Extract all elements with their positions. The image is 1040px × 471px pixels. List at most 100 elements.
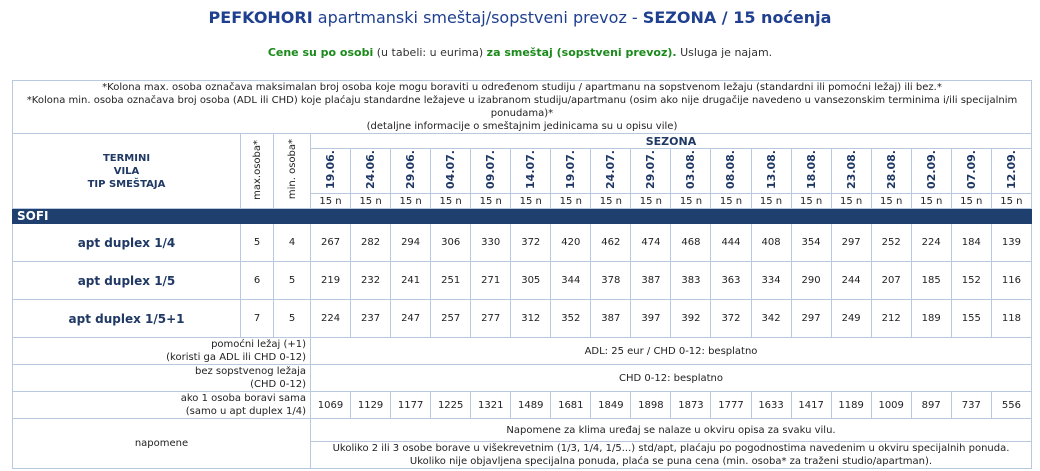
text-line: (CHD 0-12) (250, 379, 306, 390)
price-cell: 184 (950, 223, 992, 262)
min-persons: 5 (273, 261, 311, 300)
date-cell: 09.07. (470, 148, 512, 194)
nights-cell: 15 n (630, 193, 672, 209)
nights-cell: 15 n (750, 193, 792, 209)
price-cell: 474 (630, 223, 672, 262)
date: 04.07. (444, 150, 458, 189)
max-persons: 7 (240, 299, 274, 338)
max-persons: 5 (240, 223, 274, 262)
price-cell: 152 (950, 261, 992, 300)
nights-cell: 15 n (790, 193, 832, 209)
date-cell: 07.09. (950, 148, 992, 194)
date: 08.08. (724, 150, 738, 189)
extra-row: bez sopstvenog ležaja (CHD 0-12) CHD 0-12:… (12, 364, 1032, 392)
single-price: 1489 (510, 391, 552, 419)
single-price: 1777 (710, 391, 752, 419)
single-price: 1321 (470, 391, 512, 419)
price-cell: 342 (750, 299, 792, 338)
date: 09.07. (484, 150, 498, 189)
price-cell: 297 (830, 223, 872, 262)
price-cell: 294 (390, 223, 432, 262)
text-line: *Kolona min. osoba označava broj osoba (… (26, 95, 1018, 119)
price-cell: 271 (470, 261, 512, 300)
date: 03.08. (684, 150, 698, 189)
date-cell: 18.08. (790, 148, 832, 194)
single-price: 1177 (390, 391, 432, 419)
price-row: apt duplex 1/5+1 7 5 224 237 247 257 277 312 352 3… (12, 299, 1033, 338)
title: PEFKOHORI apartmanski smeštaj/sopstveni … (0, 8, 1040, 30)
subtitle-part: Cene su po osobi (267, 46, 374, 59)
date-cell: 28.08. (870, 148, 912, 194)
price-cell: 387 (630, 261, 672, 300)
price-cell: 378 (590, 261, 632, 300)
price-cell: 155 (950, 299, 992, 338)
text-line: pomoćni ležaj (+1) (211, 339, 306, 350)
price-cell: 237 (350, 299, 392, 338)
price-cell: 189 (910, 299, 952, 338)
remarks-note: Napomene za klima uređaj se nalaze u okv… (310, 418, 1032, 442)
price-cell: 372 (510, 223, 552, 262)
max-header: max.osoba* (240, 133, 274, 209)
price-row: apt duplex 1/5 6 5 219 232 241 251 271 305 344 378… (12, 261, 1033, 300)
date-cell: 24.06. (350, 148, 392, 194)
price-cell: 352 (550, 299, 592, 338)
header-label: TERMINI VILA TIP SMEŠTAJA (12, 133, 241, 209)
section-title: SOFI (12, 208, 1032, 224)
text-line: VILA (113, 165, 140, 177)
section-row: SOFI (12, 208, 1032, 224)
price-cell: 232 (350, 261, 392, 300)
price-cell: 330 (470, 223, 512, 262)
price-cell: 244 (830, 261, 872, 300)
subtitle: Cene su po osobi (u tabeli: u eurima) za… (0, 46, 1040, 62)
extra-text: ADL: 25 eur / CHD 0-12: besplatno (310, 337, 1032, 365)
remarks-note: Ukoliko 2 ili 3 osobe borave u višekreve… (310, 441, 1032, 469)
nights-cell: 15 n (430, 193, 472, 209)
date: 24.07. (604, 150, 618, 189)
text-line: TIP SMEŠTAJA (87, 178, 166, 190)
text-line: (samo u apt duplex 1/4) (185, 406, 306, 417)
extra-text: CHD 0-12: besplatno (310, 364, 1032, 392)
price-cell: 118 (990, 299, 1033, 338)
single-price: 1681 (550, 391, 592, 419)
accommodation-name: apt duplex 1/4 (12, 223, 241, 262)
nights-cell: 15 n (670, 193, 712, 209)
price-cell: 241 (390, 261, 432, 300)
price-cell: 306 (430, 223, 472, 262)
nights-cell: 15 n (590, 193, 632, 209)
single-price: 1633 (750, 391, 792, 419)
header-row: TERMINI VILA TIP SMEŠTAJA max.osoba* min. os… (12, 133, 1032, 209)
single-price: 1225 (430, 391, 472, 419)
single-price: 1898 (630, 391, 672, 419)
single-price: 556 (990, 391, 1033, 419)
nights-cell: 15 n (870, 193, 912, 209)
nights-cell: 15 n (390, 193, 432, 209)
min-header-text: min. osoba* (286, 139, 298, 200)
date: 28.08. (884, 150, 898, 189)
nights-cell: 15 n (350, 193, 392, 209)
price-cell: 251 (430, 261, 472, 300)
subtitle-part: (u tabeli: u eurima) (376, 46, 484, 59)
accommodation-name: apt duplex 1/5+1 (12, 299, 241, 338)
text-line: Ukoliko 2 ili 3 osobe borave u višekreve… (332, 443, 1010, 454)
price-cell: 139 (990, 223, 1033, 262)
extra-row: pomoćni ležaj (+1) (koristi ga ADL ili CH… (12, 337, 1032, 365)
single-price: 1189 (830, 391, 872, 419)
extra-label: bez sopstvenog ležaja (CHD 0-12) (12, 364, 311, 392)
date-cell: 03.08. (670, 148, 712, 194)
price-cell: 224 (910, 223, 952, 262)
price-cell: 387 (590, 299, 632, 338)
date: 12.09. (1004, 150, 1018, 189)
price-cell: 420 (550, 223, 592, 262)
price-cell: 383 (670, 261, 712, 300)
price-cell: 408 (750, 223, 792, 262)
date-cell: 19.06. (309, 148, 352, 194)
season-header: SEZONA (310, 133, 1032, 149)
date-cell: 23.08. (830, 148, 872, 194)
date: 19.06. (324, 150, 338, 189)
price-cell: 224 (309, 299, 352, 338)
price-cell: 116 (990, 261, 1033, 300)
subtitle-part: Usluga je najam. (680, 46, 773, 59)
price-cell: 185 (910, 261, 952, 300)
notes-row: *Kolona max. osoba označava maksimalan b… (12, 80, 1032, 134)
title-season: SEZONA / 15 noćenja (642, 8, 832, 27)
